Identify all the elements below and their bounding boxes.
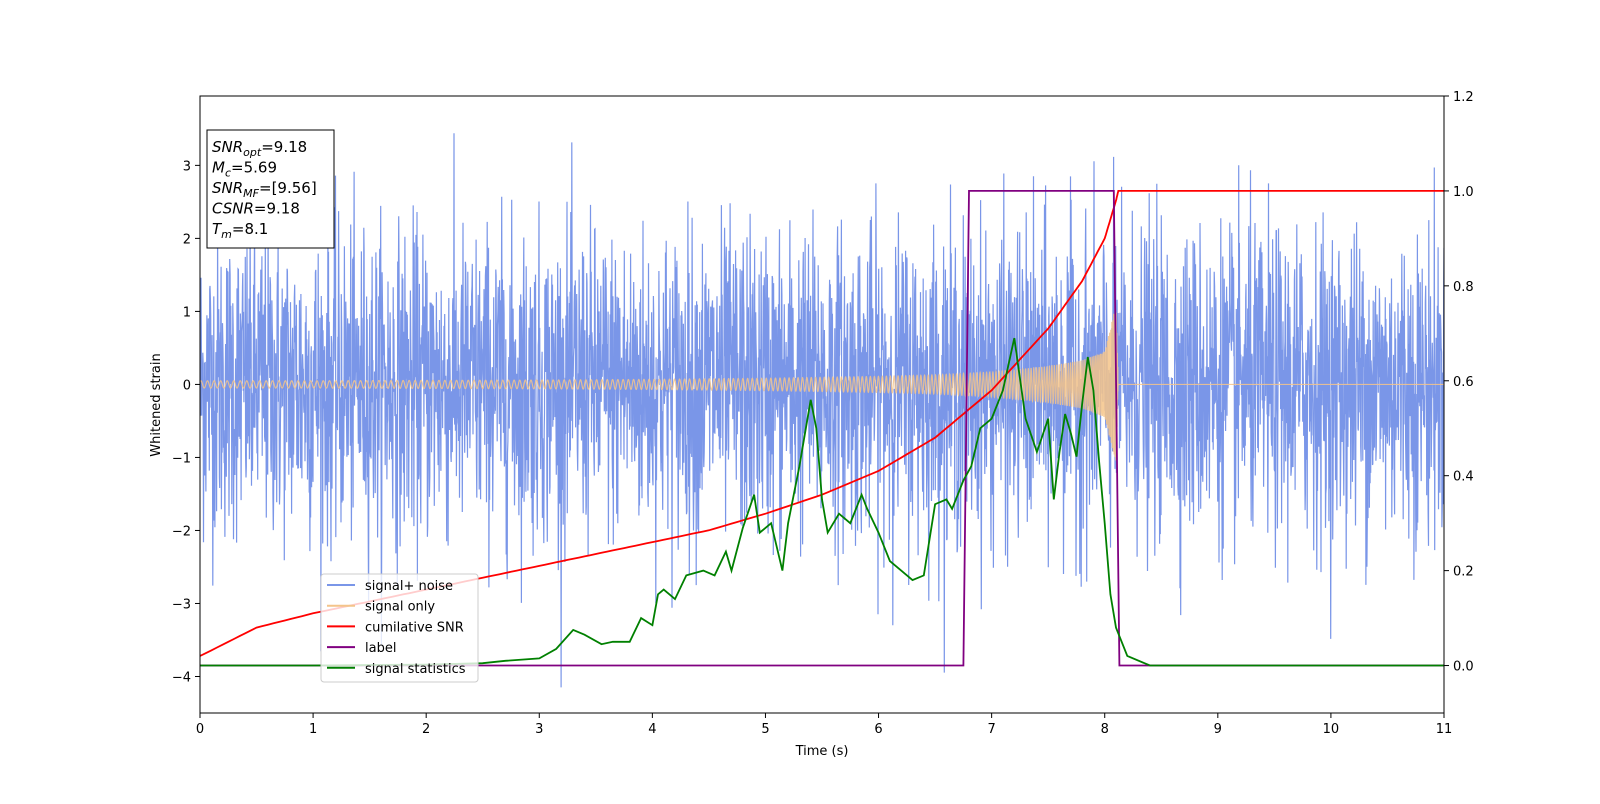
x-tick-label: 0 bbox=[196, 722, 204, 737]
y-left-tick-label: 3 bbox=[183, 159, 191, 174]
x-tick-label: 1 bbox=[309, 722, 317, 737]
y-right-tick-label: 0.2 bbox=[1453, 565, 1474, 580]
legend-frame bbox=[320, 573, 479, 683]
x-tick-label: 5 bbox=[761, 722, 769, 737]
legend-label: cumilative SNR bbox=[365, 620, 464, 635]
y-left-tick-label: −3 bbox=[172, 597, 191, 612]
y-right-tick-label: 0.6 bbox=[1453, 375, 1474, 390]
y-left-tick-label: −2 bbox=[172, 524, 191, 539]
x-tick-label: 9 bbox=[1214, 722, 1222, 737]
axes-frame bbox=[199, 95, 1445, 714]
legend: signal+ noise signal only cumilative SNR la… bbox=[320, 573, 479, 683]
series-signal-statistics-line bbox=[200, 337, 1444, 667]
series-signal-noise-line bbox=[200, 133, 1444, 688]
y-right-tick-label: 0.4 bbox=[1453, 470, 1474, 485]
legend-label: signal+ noise bbox=[365, 579, 453, 594]
y-left-tick-label: −4 bbox=[172, 670, 191, 685]
x-tick-label: 11 bbox=[1436, 722, 1453, 737]
textbox-line: CSNR=9.18 bbox=[212, 200, 300, 218]
legend-label: label bbox=[365, 641, 396, 656]
y-left-tick-label: 1 bbox=[183, 305, 191, 320]
x-tick-label: 3 bbox=[535, 722, 543, 737]
x-axis-label: Time (s) bbox=[795, 744, 849, 759]
x-tick-label: 4 bbox=[648, 722, 656, 737]
x-tick-label: 10 bbox=[1323, 722, 1340, 737]
y-right-tick-label: 1.0 bbox=[1453, 185, 1474, 200]
series-signal-only-line bbox=[200, 306, 1444, 461]
textbox-line: SNRMF=[9.56] bbox=[212, 179, 317, 200]
x-tick-label: 6 bbox=[874, 722, 882, 737]
textbox-line: SNRopt=9.18 bbox=[212, 138, 307, 159]
textbox-line: Mc=5.69 bbox=[212, 159, 277, 180]
y-left-tick-label: 2 bbox=[183, 232, 191, 247]
y-right-tick-label: 0.0 bbox=[1453, 660, 1474, 675]
legend-label: signal only bbox=[365, 600, 435, 615]
y-right-tick-label: 0.8 bbox=[1453, 280, 1474, 295]
y-left-tick-label: −1 bbox=[172, 451, 191, 466]
x-tick-label: 7 bbox=[987, 722, 995, 737]
tick-labels: 0 1 2 3 4 5 6 7 8 9 10 11 −4 −3 −2 −1 0 1 2 3 0.0 0.2 0.4 0.6 0.… bbox=[172, 90, 1474, 737]
y-left-tick-label: 0 bbox=[183, 378, 191, 393]
x-tick-label: 2 bbox=[422, 722, 430, 737]
x-tick-label: 8 bbox=[1101, 722, 1109, 737]
y-axis-label: Whitened strain bbox=[149, 353, 164, 456]
y-right-tick-label: 1.2 bbox=[1453, 90, 1474, 105]
textbox-frame bbox=[206, 129, 335, 249]
legend-label: signal statistics bbox=[365, 662, 466, 677]
textbox-line: Tm=8.1 bbox=[212, 220, 268, 241]
